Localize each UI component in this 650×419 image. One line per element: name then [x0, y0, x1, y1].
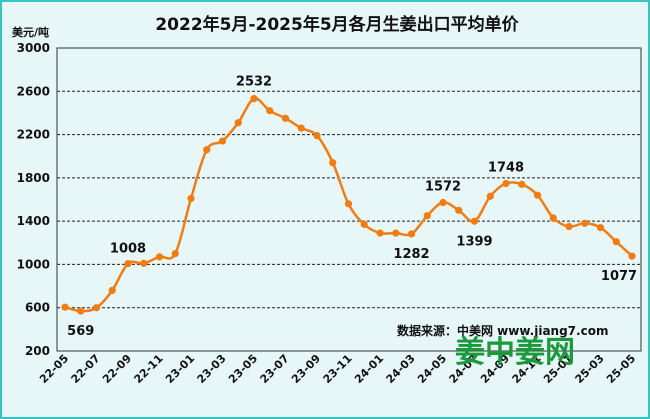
x-tick: 23-05: [226, 352, 260, 386]
data-point: [392, 229, 400, 237]
x-tick-label: 22-07: [69, 352, 103, 386]
x-tick: 24-05: [415, 352, 449, 386]
y-tick-label: 1400: [17, 214, 50, 228]
grid-lines: [57, 90, 641, 309]
y-tick-label: 600: [25, 301, 50, 315]
x-tick-label: 24-03: [384, 352, 418, 386]
x-tick: 23-09: [289, 352, 323, 386]
data-point: [266, 107, 274, 115]
x-tick: 25-05: [604, 352, 638, 386]
data-point: [140, 259, 148, 267]
x-tick-label: 23-05: [226, 352, 260, 386]
data-point: [581, 219, 589, 227]
data-label: 1572: [425, 180, 461, 195]
x-tick-label: 23-09: [289, 352, 323, 386]
watermark-logo: 姜中姜网: [455, 335, 575, 370]
data-labels: 569 1008 2532 1282 1572 1399 1748 1077: [67, 75, 637, 339]
data-label: 569: [67, 324, 94, 339]
data-point: [218, 137, 227, 145]
y-tick-label: 1000: [17, 257, 50, 271]
source-note: 数据来源：中美网 www.jiang7.com: [397, 323, 608, 338]
y-tick-label: 1800: [17, 171, 50, 185]
data-point: [360, 220, 368, 228]
data-point: [344, 200, 353, 208]
data-point: [313, 132, 321, 140]
data-point: [502, 179, 510, 188]
data-point: [329, 159, 337, 167]
data-point: [612, 238, 620, 246]
data-point: [203, 146, 211, 154]
data-point: [77, 307, 85, 315]
data-point: [187, 194, 195, 203]
x-tick-label: 24-01: [352, 352, 386, 386]
data-point: [455, 206, 463, 214]
x-tick: 25-03: [573, 352, 607, 386]
data-point: [250, 95, 258, 103]
y-tick-label: 2600: [17, 84, 50, 98]
data-label: 1008: [110, 242, 146, 257]
data-point: [549, 214, 557, 222]
data-point: [92, 304, 101, 312]
data-point: [234, 119, 242, 127]
x-tick: 22-11: [132, 352, 166, 386]
x-tick-label: 22-11: [132, 352, 166, 386]
data-point: [155, 253, 164, 261]
x-tick-label: 23-01: [163, 352, 197, 386]
data-point: [108, 286, 116, 294]
data-point: [470, 217, 479, 225]
y-axis-unit: 美元/吨: [12, 25, 49, 39]
plot-area: [56, 47, 642, 352]
x-tick: 23-01: [163, 352, 197, 386]
x-tick: 22-07: [69, 352, 103, 386]
data-point: [486, 192, 494, 200]
x-tick: 23-11: [321, 352, 355, 386]
data-point: [171, 250, 179, 258]
y-tick-label: 3000: [17, 41, 50, 55]
data-point: [61, 303, 69, 311]
x-tick-label: 23-11: [321, 352, 355, 386]
data-point: [518, 180, 526, 188]
x-tick: 22-09: [100, 352, 134, 386]
y-tick-label: 2200: [17, 128, 50, 142]
data-label: 1077: [601, 269, 637, 284]
data-point: [596, 224, 605, 232]
data-point: [565, 222, 573, 231]
x-tick-label: 24-05: [415, 352, 449, 386]
data-point: [281, 114, 290, 122]
x-tick: 23-07: [258, 352, 292, 386]
y-axis-ticks: 200 600 1000 1400 1800 2200 2600 3000: [17, 41, 50, 358]
data-point: [628, 252, 636, 260]
x-tick-label: 23-07: [258, 352, 292, 386]
x-tick: 24-03: [384, 352, 418, 386]
x-tick: 24-01: [352, 352, 386, 386]
data-label: 2532: [236, 75, 272, 90]
x-tick-label: 25-05: [604, 352, 638, 386]
x-tick-label: 22-09: [100, 352, 134, 386]
data-label: 1748: [488, 160, 524, 175]
data-point: [423, 212, 431, 220]
data-point: [407, 230, 416, 238]
y-tick-label: 200: [25, 344, 50, 358]
data-points: [61, 95, 636, 315]
chart-title: 2022年5月-2025年5月各月生姜出口平均单价: [155, 14, 519, 35]
data-point: [124, 259, 132, 268]
x-tick: 23-03: [195, 352, 229, 386]
data-point: [533, 191, 542, 199]
data-label: 1282: [393, 247, 429, 262]
x-tick-label: 25-03: [573, 352, 607, 386]
data-point: [297, 124, 305, 132]
data-point: [439, 198, 447, 207]
data-label: 1399: [456, 234, 492, 249]
data-point: [376, 229, 384, 237]
x-tick-label: 23-03: [195, 352, 229, 386]
